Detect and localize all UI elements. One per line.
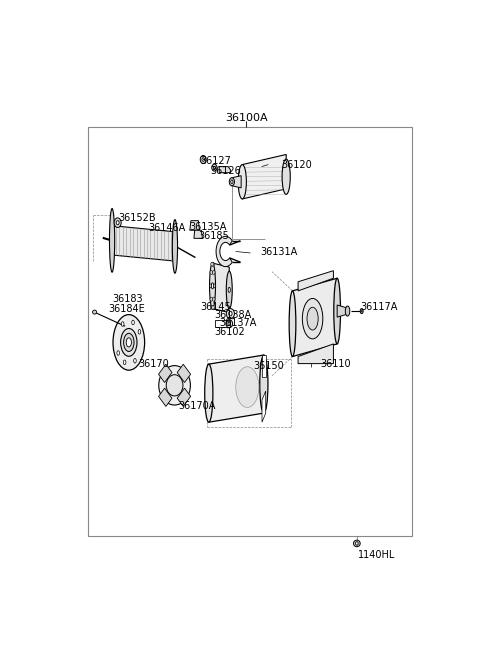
Polygon shape — [158, 388, 172, 407]
Ellipse shape — [210, 284, 212, 288]
Text: 36102: 36102 — [215, 327, 245, 337]
Polygon shape — [262, 391, 266, 422]
Ellipse shape — [109, 209, 115, 272]
Polygon shape — [298, 271, 334, 291]
Text: 36145: 36145 — [201, 302, 231, 312]
Ellipse shape — [212, 262, 214, 266]
Ellipse shape — [213, 284, 216, 288]
Text: 36131A: 36131A — [260, 247, 298, 257]
Text: 1140HL: 1140HL — [358, 550, 395, 560]
Ellipse shape — [210, 263, 216, 308]
Polygon shape — [209, 355, 264, 422]
Polygon shape — [213, 263, 229, 313]
Ellipse shape — [133, 358, 136, 363]
Polygon shape — [194, 230, 203, 238]
Text: 36184E: 36184E — [108, 304, 145, 314]
Text: 36100A: 36100A — [225, 113, 267, 123]
Text: 36150: 36150 — [253, 361, 284, 371]
Text: 36135A: 36135A — [190, 222, 227, 232]
Polygon shape — [216, 236, 232, 266]
Ellipse shape — [228, 287, 230, 293]
Ellipse shape — [202, 158, 204, 161]
Ellipse shape — [334, 278, 340, 344]
Ellipse shape — [289, 291, 296, 357]
Ellipse shape — [210, 297, 213, 301]
Ellipse shape — [117, 351, 120, 356]
Ellipse shape — [172, 220, 178, 273]
Ellipse shape — [204, 364, 213, 422]
Ellipse shape — [238, 165, 246, 199]
Polygon shape — [292, 278, 337, 357]
Polygon shape — [337, 305, 348, 317]
Ellipse shape — [214, 167, 216, 169]
Text: 36126: 36126 — [211, 166, 241, 176]
Ellipse shape — [211, 262, 214, 266]
Text: 36170A: 36170A — [178, 401, 216, 411]
Polygon shape — [112, 226, 175, 261]
Bar — [215, 320, 230, 327]
Ellipse shape — [138, 329, 141, 334]
Ellipse shape — [200, 155, 206, 163]
Ellipse shape — [231, 180, 233, 184]
Ellipse shape — [282, 159, 290, 194]
Text: 36146A: 36146A — [148, 223, 186, 234]
Polygon shape — [158, 364, 172, 382]
Ellipse shape — [228, 312, 232, 316]
Ellipse shape — [159, 365, 191, 405]
Ellipse shape — [360, 308, 363, 314]
Ellipse shape — [116, 220, 119, 225]
Ellipse shape — [212, 306, 214, 310]
Polygon shape — [232, 176, 241, 188]
Ellipse shape — [229, 178, 234, 186]
Ellipse shape — [226, 308, 234, 319]
Text: 36185: 36185 — [199, 231, 229, 241]
Polygon shape — [177, 388, 191, 407]
Polygon shape — [262, 355, 266, 377]
Ellipse shape — [226, 271, 232, 308]
Bar — [88, 127, 411, 536]
Ellipse shape — [114, 218, 121, 228]
Polygon shape — [190, 220, 200, 230]
Ellipse shape — [345, 306, 350, 316]
Text: 36137A: 36137A — [219, 318, 257, 328]
Polygon shape — [219, 167, 230, 173]
Ellipse shape — [353, 540, 360, 546]
Ellipse shape — [210, 270, 213, 274]
Ellipse shape — [126, 338, 132, 347]
Ellipse shape — [120, 329, 137, 356]
Ellipse shape — [124, 333, 134, 352]
Ellipse shape — [361, 310, 362, 312]
Text: 36138A: 36138A — [215, 310, 252, 319]
Text: 36183: 36183 — [112, 295, 143, 304]
Ellipse shape — [132, 320, 134, 325]
Ellipse shape — [166, 375, 183, 396]
Ellipse shape — [356, 542, 358, 545]
Polygon shape — [298, 344, 334, 363]
Ellipse shape — [113, 315, 144, 370]
Text: 36127: 36127 — [201, 155, 231, 165]
Ellipse shape — [93, 310, 96, 314]
Ellipse shape — [307, 307, 318, 330]
Ellipse shape — [123, 360, 126, 365]
Text: 36170: 36170 — [138, 359, 169, 369]
Text: 36117A: 36117A — [360, 302, 398, 312]
Ellipse shape — [228, 322, 230, 325]
Ellipse shape — [212, 164, 217, 171]
Ellipse shape — [121, 321, 124, 326]
Ellipse shape — [211, 306, 214, 310]
Text: 36152B: 36152B — [119, 213, 156, 223]
Text: 36120: 36120 — [281, 159, 312, 170]
Ellipse shape — [213, 297, 215, 301]
Polygon shape — [242, 154, 286, 199]
Text: 36110: 36110 — [321, 359, 351, 369]
Ellipse shape — [211, 283, 214, 289]
Polygon shape — [177, 364, 191, 382]
Ellipse shape — [302, 298, 323, 339]
Ellipse shape — [236, 367, 259, 407]
Ellipse shape — [213, 270, 215, 274]
Ellipse shape — [260, 355, 268, 413]
Ellipse shape — [226, 319, 233, 328]
